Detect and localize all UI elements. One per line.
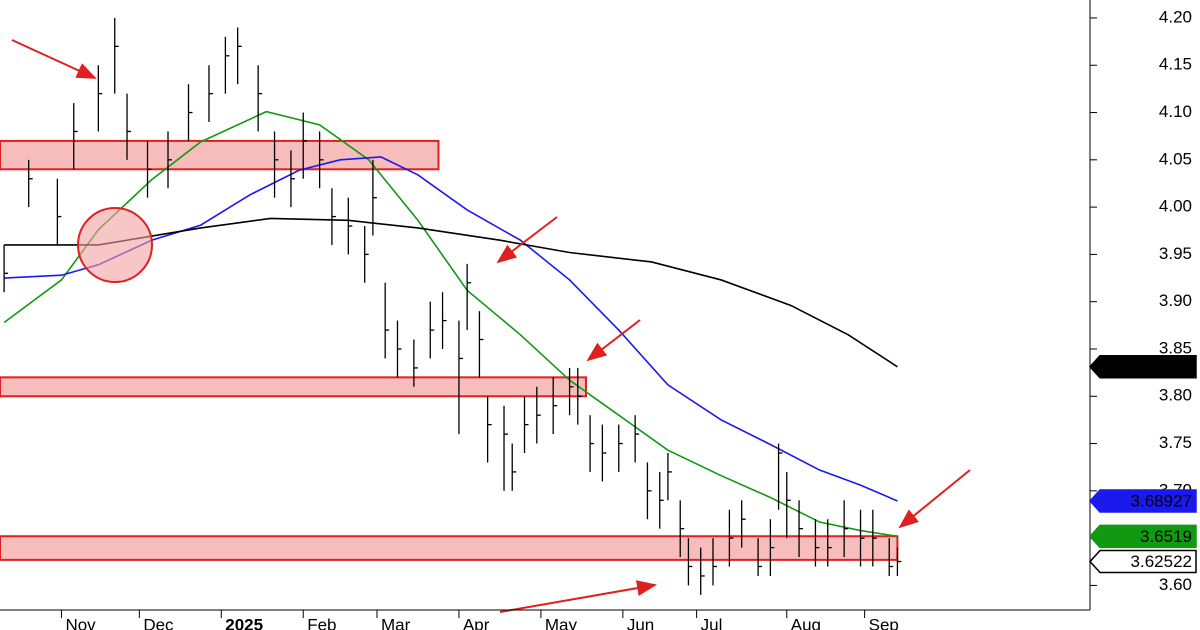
support-zone [0, 376, 587, 398]
arrow [586, 319, 641, 362]
y-tick-label: 3.75 [1159, 433, 1192, 452]
arrow [11, 39, 97, 79]
price-tag [1088, 549, 1197, 574]
moving-average [4, 156, 898, 502]
y-tick-label: 3.60 [1159, 575, 1192, 594]
y-tick-label: 3.90 [1159, 291, 1192, 310]
y-tick-label: 3.95 [1159, 244, 1192, 263]
moving-average [4, 217, 898, 368]
price-tag [1088, 489, 1197, 513]
price-tag [1088, 524, 1197, 549]
y-tick-label: 3.85 [1159, 338, 1192, 357]
y-tick-label: 4.15 [1159, 55, 1192, 74]
y-tick-label: 4.10 [1159, 102, 1192, 121]
y-tick-label: 4.05 [1159, 149, 1192, 168]
support-zone [0, 535, 899, 561]
x-tick-label: Feb [307, 615, 336, 630]
y-tick-label: 4.00 [1159, 197, 1192, 216]
x-tick-label: 2025 [225, 615, 263, 630]
price-tag [1088, 355, 1197, 379]
x-tick-label: Dec [143, 615, 174, 630]
x-tick-label: Nov [65, 615, 96, 630]
moving-average [3, 110, 898, 538]
x-tick-label: Aug [791, 615, 821, 630]
price-tag-label: 3.62522 [1131, 552, 1192, 571]
y-tick-label: 4.20 [1159, 7, 1192, 26]
price-tag-label: 3.6519 [1140, 527, 1192, 546]
support-zone [0, 139, 440, 171]
x-tick-label: Jul [701, 615, 723, 630]
y-tick-label: 3.80 [1159, 386, 1192, 405]
price-tag-label: 3.68927 [1131, 491, 1192, 510]
arrow [499, 580, 657, 613]
annotations [11, 39, 971, 613]
x-tick-label: Apr [463, 615, 490, 630]
arrow [496, 216, 558, 264]
highlight-circle [77, 207, 153, 283]
x-tick-label: May [545, 615, 578, 630]
price-tag-label: 3.83115 [1132, 357, 1192, 376]
x-tick-label: Sep [869, 615, 899, 630]
x-tick-label: Mar [381, 615, 411, 630]
x-tick-label: Jun [627, 615, 654, 630]
arrow [898, 469, 971, 529]
